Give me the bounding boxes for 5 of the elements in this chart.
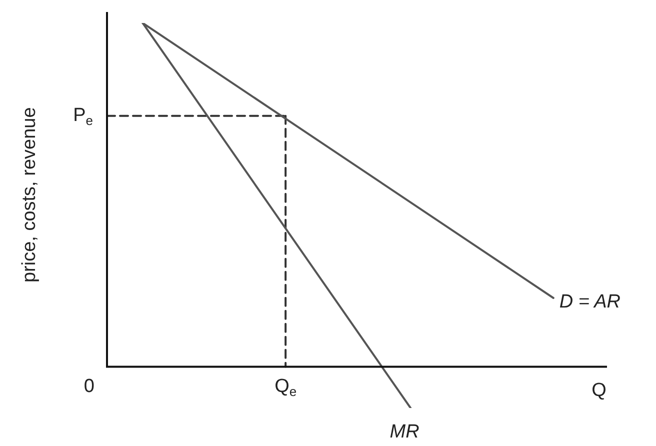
x-tick-label: 0 — [84, 376, 94, 397]
series-label: D = AR — [559, 291, 621, 312]
series-label: MR — [390, 421, 420, 442]
y-axis-title: price, costs, revenue — [19, 107, 40, 283]
x-axis-title: Q — [592, 380, 606, 401]
